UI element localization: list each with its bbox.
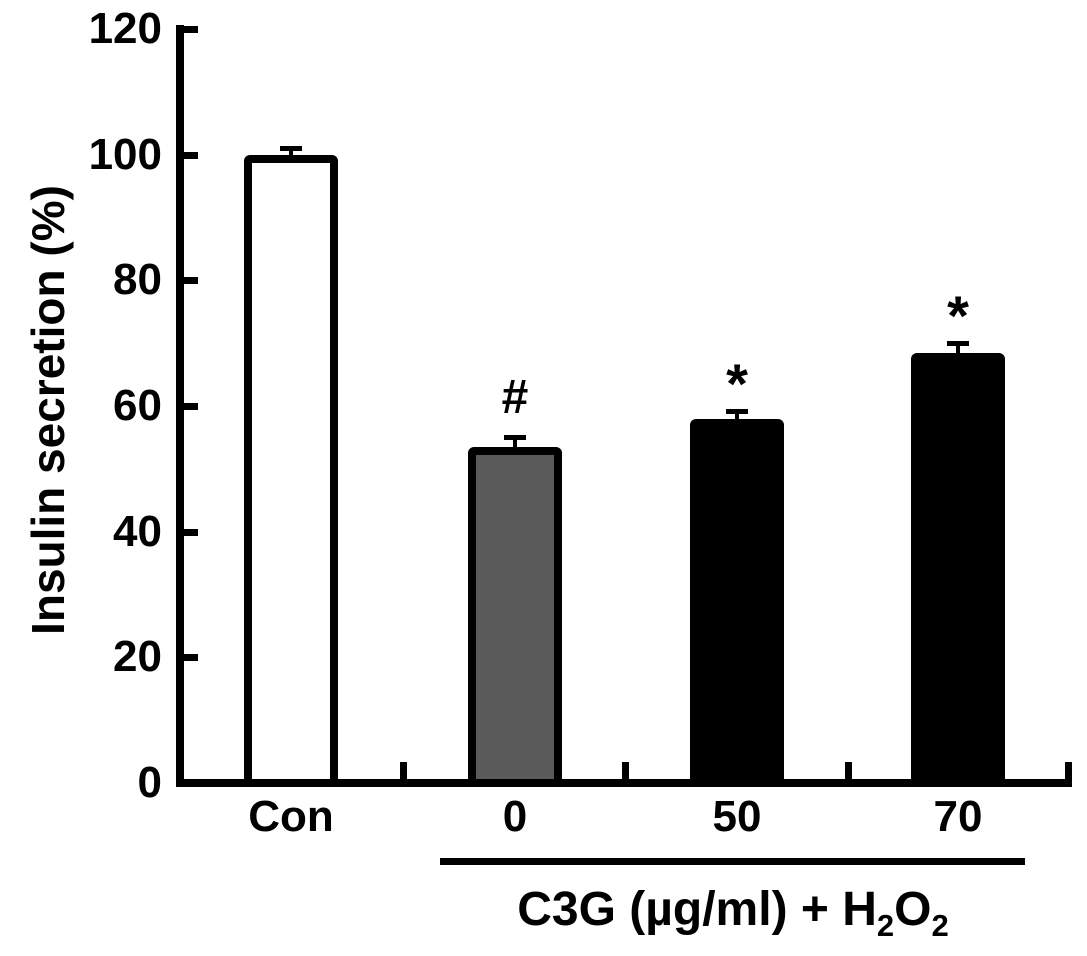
x-axis-line <box>176 779 1072 787</box>
error-bar-stem-50 <box>735 411 739 421</box>
error-bar-stem-0 <box>513 437 517 448</box>
y-tick-label-60: 60 <box>113 381 162 430</box>
y-tick-40 <box>183 529 198 536</box>
y-tick-label-100: 100 <box>88 130 162 179</box>
annotation-asterisk-50: * <box>726 351 748 415</box>
x-tick-0 <box>400 762 407 779</box>
y-tick-label-0: 0 <box>137 758 162 807</box>
x-tick-2 <box>845 762 852 779</box>
y-tick-label-80: 80 <box>113 255 162 304</box>
x-tick-1 <box>622 762 629 779</box>
annotation-asterisk-70: * <box>947 283 969 347</box>
error-bar-stem-Con <box>289 148 293 156</box>
y-tick-100 <box>183 152 198 159</box>
error-bar-cap-0 <box>504 435 526 440</box>
y-tick-label-40: 40 <box>113 507 162 556</box>
error-bar-cap-50 <box>726 409 748 414</box>
annotation-hash-0: # <box>501 370 529 424</box>
error-bar-cap-70 <box>947 341 969 346</box>
group-label: C3G (µg/ml) + H2O2 <box>517 883 949 943</box>
x-tick-3 <box>1065 762 1072 779</box>
x-category-label-70: 70 <box>933 792 983 841</box>
error-bar-cap-Con <box>280 146 302 151</box>
bar-Con <box>244 155 338 787</box>
x-category-label-Con: Con <box>248 792 334 841</box>
bar-0 <box>468 447 562 787</box>
x-category-label-0: 0 <box>502 792 528 841</box>
y-tick-label-20: 20 <box>113 632 162 681</box>
group-label-prefix: C3G (µg/ml) + H <box>517 883 877 936</box>
bar-70 <box>911 353 1005 787</box>
x-category-label-50: 50 <box>712 792 762 841</box>
y-tick-20 <box>183 654 198 661</box>
y-tick-60 <box>183 403 198 410</box>
y-tick-80 <box>183 277 198 284</box>
group-label-mid: O <box>894 883 932 936</box>
group-underline <box>440 858 1025 865</box>
bar-50 <box>690 419 784 787</box>
y-tick-120 <box>183 26 198 33</box>
error-bar-stem-70 <box>956 343 960 354</box>
y-tick-label-120: 120 <box>88 4 162 53</box>
y-axis-line <box>176 25 184 787</box>
